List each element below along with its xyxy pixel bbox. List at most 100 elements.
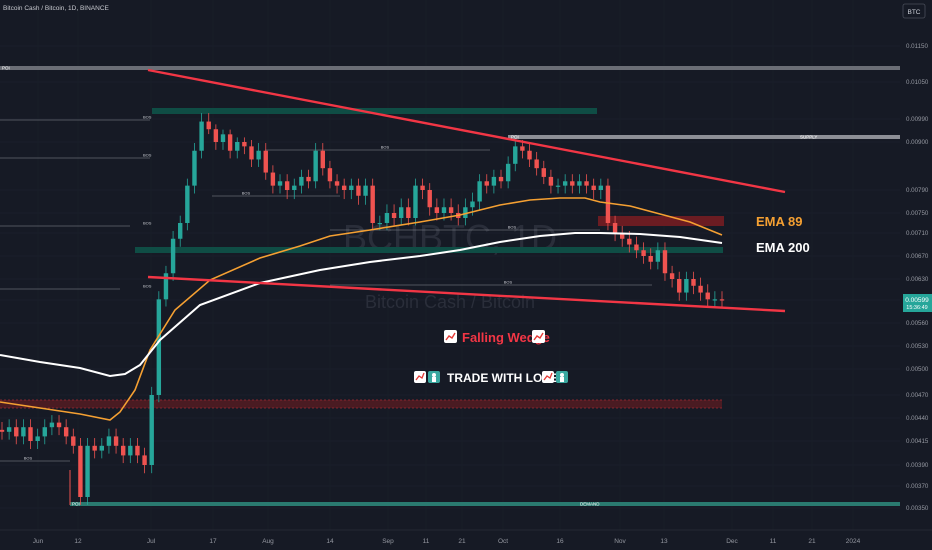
time-tick-label: 12 bbox=[74, 538, 82, 545]
candle-body bbox=[235, 142, 240, 151]
time-axis[interactable]: Jun 12 Jul 17 Aug 14 Sep 11 21 Oct 16 Nov 13 Dec 11 21 2… bbox=[0, 529, 932, 545]
price-tick-label: 0.00710 bbox=[906, 230, 929, 237]
candle-body bbox=[534, 159, 539, 169]
price-tick-label: 0.00350 bbox=[906, 505, 929, 512]
candle-body bbox=[634, 244, 639, 251]
pattern-annotation: Falling Wedge bbox=[444, 330, 550, 345]
currency-button[interactable]: BTC bbox=[902, 3, 926, 19]
price-tick-label: 0.00370 bbox=[906, 483, 929, 490]
price-tick-label: 0.00530 bbox=[906, 343, 929, 350]
candle-body bbox=[185, 185, 190, 223]
candle-body bbox=[170, 238, 176, 274]
candle-body bbox=[78, 445, 83, 497]
zones: POI POI SUPPLY POI DEMAND bbox=[0, 66, 900, 507]
ema-lines bbox=[0, 197, 723, 421]
demand-zone bbox=[135, 247, 723, 253]
wedge-lines bbox=[147, 68, 786, 313]
bos-label: BOS bbox=[24, 456, 33, 461]
chart-up-icon bbox=[444, 330, 457, 343]
slogan-label: TRADE WITH LOVE bbox=[447, 371, 558, 385]
candle-body bbox=[399, 207, 404, 218]
level-lines: BOS BOS BOS BOS BOS BOS BOS BOS BOS bbox=[0, 115, 652, 505]
candle-body bbox=[120, 445, 126, 456]
candle-body bbox=[719, 299, 725, 301]
candle-body bbox=[562, 181, 568, 186]
bos-label: BOS bbox=[143, 221, 152, 226]
candle-body bbox=[377, 223, 383, 225]
candle-body bbox=[363, 185, 368, 196]
candle-body bbox=[292, 185, 297, 190]
candle-body bbox=[349, 185, 354, 190]
candle-body bbox=[669, 273, 675, 279]
candle-body bbox=[327, 168, 333, 182]
candle-body bbox=[705, 292, 710, 300]
slogan-annotation: TRADE WITH LOVE bbox=[414, 371, 568, 385]
candle-body bbox=[541, 168, 546, 177]
candle-body bbox=[612, 223, 618, 233]
candle-body bbox=[420, 185, 425, 190]
candle-body bbox=[491, 176, 497, 186]
price-tick-label: 0.00790 bbox=[906, 187, 929, 194]
bos-label: BOS bbox=[143, 115, 152, 120]
candle-body bbox=[56, 422, 62, 428]
time-tick-label: Jun bbox=[33, 538, 44, 545]
candle-body bbox=[619, 233, 625, 239]
candle-body bbox=[256, 150, 261, 160]
price-axis-bg bbox=[900, 0, 932, 530]
wedge-lower-line bbox=[147, 275, 786, 313]
candle-body bbox=[106, 436, 112, 446]
candle-body bbox=[299, 176, 304, 186]
candle-body bbox=[320, 150, 325, 169]
candle-body bbox=[498, 176, 504, 182]
time-tick-label: 14 bbox=[326, 538, 334, 545]
candle-body bbox=[284, 181, 290, 190]
bos-label: BOS bbox=[143, 284, 152, 289]
candle-body bbox=[242, 142, 247, 147]
candle-body bbox=[149, 395, 154, 465]
candle-body bbox=[684, 279, 689, 293]
chart-up-icon bbox=[532, 330, 545, 343]
person-icon bbox=[556, 371, 568, 383]
chart-up-icon bbox=[414, 371, 426, 383]
time-tick-label: Jul bbox=[147, 538, 156, 545]
candle-body bbox=[99, 445, 105, 451]
candle-body bbox=[227, 134, 233, 151]
price-tick-label: 0.00470 bbox=[906, 392, 929, 399]
demand-line-bottom bbox=[70, 502, 900, 506]
candles bbox=[0, 113, 725, 505]
candle-body bbox=[441, 207, 447, 213]
grid bbox=[0, 45, 900, 509]
candle-body bbox=[577, 181, 582, 186]
price-badge-value: 0.00599 bbox=[905, 297, 929, 304]
time-tick-label: Oct bbox=[498, 538, 508, 545]
time-tick-label: 17 bbox=[209, 538, 217, 545]
price-tick-label: 0.01150 bbox=[906, 43, 928, 50]
candle-body bbox=[448, 207, 454, 213]
price-axis[interactable]: 0.01150 0.01050 0.00990 0.00900 0.00790 0.007… bbox=[906, 43, 929, 512]
candle-body bbox=[42, 427, 47, 437]
currency-button-label[interactable]: BTC bbox=[908, 9, 921, 16]
candle-body bbox=[691, 279, 696, 286]
candle-body bbox=[570, 181, 575, 186]
price-tick-label: 0.01050 bbox=[906, 79, 929, 86]
time-tick-label: Nov bbox=[614, 538, 626, 545]
time-tick-label: 11 bbox=[770, 538, 777, 545]
candle-body bbox=[427, 190, 432, 208]
candle-body bbox=[641, 250, 646, 256]
candle-body bbox=[85, 445, 90, 497]
candle-body bbox=[113, 436, 119, 446]
chart-title: Bitcoin Cash / Bitcoin, 1D, BINANCE bbox=[3, 5, 110, 12]
candle-body bbox=[263, 150, 268, 173]
candle-body bbox=[249, 146, 254, 160]
price-tick-label: 0.00750 bbox=[906, 210, 929, 217]
candle-body bbox=[192, 150, 197, 186]
price-badge: 0.00599 15:36:49 bbox=[903, 294, 932, 312]
chart-up-icon bbox=[542, 371, 554, 383]
price-tick-label: 0.00630 bbox=[906, 276, 929, 283]
poi-label: POI bbox=[2, 66, 10, 71]
candle-body bbox=[35, 436, 40, 441]
poi-line-top bbox=[0, 66, 900, 70]
ema200-label: EMA 200 bbox=[756, 240, 810, 255]
price-tick-label: 0.00440 bbox=[906, 415, 929, 422]
candle-body bbox=[0, 429, 5, 432]
